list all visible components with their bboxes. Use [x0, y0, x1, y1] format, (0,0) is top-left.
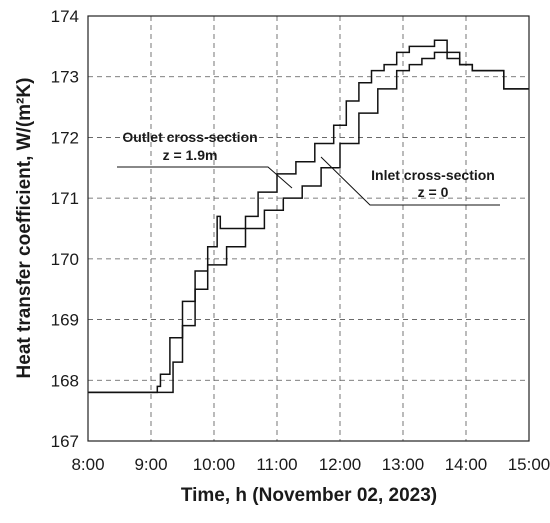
- x-axis-title: Time, h (November 02, 2023): [181, 485, 437, 506]
- x-tick-label: 9:00: [134, 455, 167, 474]
- y-tick-label: 174: [51, 7, 79, 26]
- inlet-annotation-line2: z = 0: [418, 184, 449, 200]
- series-layer: [88, 39, 529, 394]
- x-tick-label: 12:00: [319, 455, 362, 474]
- grid-layer: [88, 16, 529, 441]
- outlet-leader-line: [117, 166, 293, 189]
- x-tick-labels: 8:00 9:00 10:00 11:00 12:00 13:00 14:00 15:00: [71, 455, 550, 474]
- y-tick-label: 172: [51, 128, 79, 147]
- outlet-annotation-line2: z = 1.9m: [163, 147, 218, 163]
- series-line-outlet: [88, 39, 529, 394]
- x-tick-label: 10:00: [193, 455, 236, 474]
- x-tick-label: 11:00: [256, 455, 297, 474]
- y-tick-label: 170: [51, 250, 79, 269]
- x-tick-label: 14:00: [445, 455, 488, 474]
- y-tick-label: 171: [51, 189, 79, 208]
- inlet-annotation-line1: Inlet cross-section: [371, 167, 495, 183]
- x-tick-label: 13:00: [382, 455, 425, 474]
- x-tick-label: 8:00: [71, 455, 104, 474]
- plot-frame: [87, 15, 530, 442]
- y-tick-label: 168: [51, 371, 79, 390]
- inlet-leader-line: [320, 156, 500, 206]
- y-tick-labels: 167 168 169 170 171 172 173 174: [51, 7, 79, 451]
- x-tick-label: 15:00: [508, 455, 550, 474]
- series-line-inlet: [88, 51, 529, 394]
- y-tick-label: 173: [51, 68, 79, 87]
- y-tick-label: 169: [51, 311, 79, 330]
- outlet-annotation-line1: Outlet cross-section: [122, 129, 257, 145]
- y-tick-label: 167: [51, 432, 79, 451]
- y-axis-title: Heat transfer coefficient, W/(m²K): [14, 78, 35, 379]
